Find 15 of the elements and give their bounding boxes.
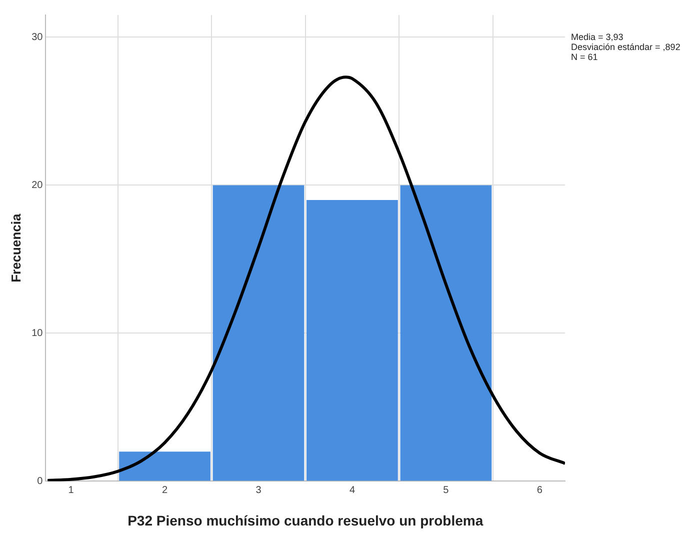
y-axis-title: Frecuencia: [8, 213, 24, 282]
y-tick-label: 20: [32, 180, 44, 191]
text: N = 61: [571, 52, 598, 62]
x-tick-label: 6: [536, 484, 543, 496]
x-tick-label: 2: [162, 484, 168, 496]
x-tick-label: 3: [256, 484, 262, 496]
x-tick-label: 5: [443, 484, 450, 496]
y-tick-label: 30: [32, 32, 44, 43]
text: Desviación estándar = ,892: [571, 42, 680, 52]
x-axis-title: P32 Pienso muchísimo cuando resuelvo un problema: [128, 512, 484, 528]
x-tick-label: 4: [349, 484, 356, 496]
x-tick-label: 1: [68, 484, 74, 496]
text: Media = 3,93: [571, 32, 624, 42]
y-tick-label: 0: [37, 476, 44, 487]
y-tick-label: 10: [32, 328, 44, 339]
